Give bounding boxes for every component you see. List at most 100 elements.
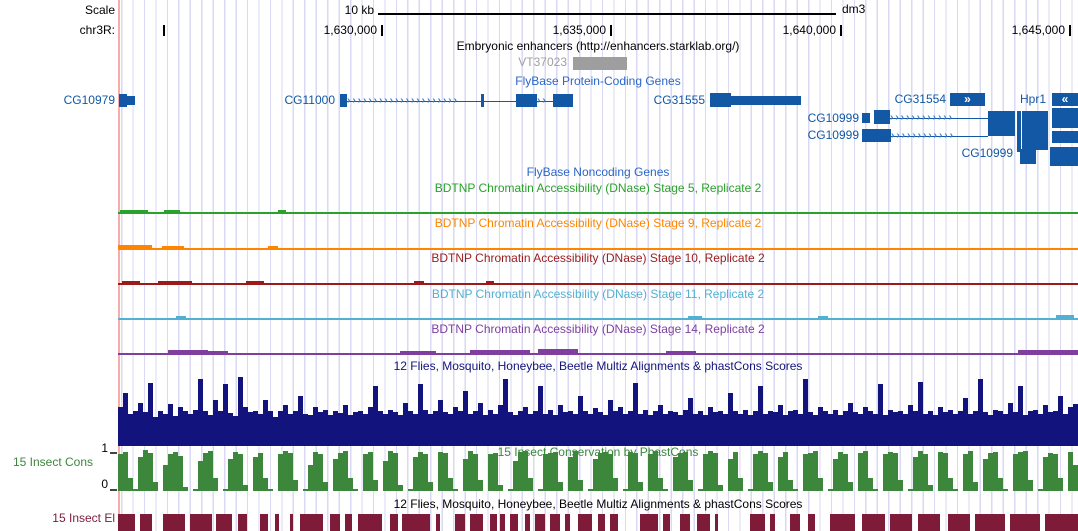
phastcons-bar — [468, 451, 473, 491]
gene-exon-box[interactable] — [1017, 111, 1021, 152]
multiz-bar — [373, 386, 378, 446]
gene-exon-box[interactable] — [874, 110, 890, 124]
multiz-bar — [938, 407, 943, 446]
phastcons-bar — [443, 453, 448, 491]
multiz-bar — [463, 391, 468, 446]
gene-exon-box[interactable] — [119, 94, 127, 107]
conserved-element-block — [510, 514, 518, 531]
phastcons-bar — [873, 489, 878, 491]
multiz-bar — [283, 405, 288, 446]
gene-strand-arrow-box[interactable]: » — [950, 93, 985, 106]
bdtnp-signal-peak — [118, 245, 152, 248]
phastcons-bar — [228, 459, 233, 491]
multiz-bar — [1063, 414, 1068, 446]
phastcons-bar — [123, 452, 128, 491]
phastcons-bar — [1053, 454, 1058, 491]
gene-exon-box[interactable] — [127, 96, 135, 105]
phastcons-bar — [953, 489, 958, 491]
gene-exon-box[interactable] — [731, 96, 801, 105]
multiz-bar — [208, 415, 213, 446]
phastcons-bar — [983, 459, 988, 491]
multiz-bar — [433, 411, 438, 446]
phastcons-bar — [833, 459, 838, 491]
multiz-bar — [613, 411, 618, 446]
multiz-bar — [418, 384, 423, 446]
gene-exon-box[interactable] — [1050, 147, 1078, 166]
multiz-bar — [453, 407, 458, 446]
enhancer-item-label: VT37023 — [518, 55, 567, 69]
phastcons-histogram[interactable] — [118, 448, 1078, 491]
bdtnp-track-title: BDTNP Chromatin Accessibility (DNase) St… — [431, 251, 765, 265]
phastcons-bar — [683, 452, 688, 491]
multiz-bar — [308, 415, 313, 446]
phastcons-bar — [303, 489, 308, 491]
gene-exon-box[interactable] — [1020, 149, 1036, 164]
phastcons-bar — [133, 489, 138, 491]
phastcons-bar — [353, 489, 358, 491]
multiz-bar — [233, 416, 238, 446]
gene-exon-box[interactable] — [553, 94, 573, 107]
multiz-bar — [778, 405, 783, 446]
gene-exon-box[interactable] — [862, 129, 891, 142]
enhancer-item-box[interactable] — [573, 57, 627, 70]
gene-strand-arrow-box[interactable]: « — [1052, 93, 1078, 106]
multiz-bar — [378, 411, 383, 446]
conserved-element-block — [918, 514, 940, 531]
multiz-bar — [288, 414, 293, 446]
multiz-bar — [128, 414, 133, 446]
multiz-bar — [978, 379, 983, 446]
bdtnp-signal-line[interactable] — [118, 248, 1078, 250]
gene-exon-box[interactable] — [988, 111, 1015, 136]
bdtnp-signal-line[interactable] — [118, 283, 1078, 285]
multiz-bar — [563, 412, 568, 446]
conserved-element-block — [750, 514, 765, 531]
phastcons-bar — [598, 453, 603, 491]
multiz-bar — [948, 410, 953, 446]
phastcons-bar — [938, 452, 943, 491]
gene-exon-box[interactable] — [710, 93, 731, 107]
multiz-bar — [503, 379, 508, 446]
phastcons-bar — [213, 478, 218, 491]
multiz-bar — [753, 411, 758, 446]
multiz-bar — [993, 410, 998, 446]
gene-exon-box[interactable] — [862, 113, 870, 123]
multiz-bar — [478, 403, 483, 446]
multiz-bar — [813, 415, 818, 446]
multiz-histogram[interactable] — [118, 376, 1078, 446]
phastcons-bar — [968, 451, 973, 491]
bdtnp-signal-line[interactable] — [118, 212, 1078, 214]
multiz-bar — [423, 410, 428, 446]
multiz-bar — [213, 400, 218, 446]
phastcons-bar — [1068, 452, 1073, 491]
phastcons-bar — [518, 452, 523, 491]
bdtnp-signal-line[interactable] — [118, 353, 1078, 355]
phastcons-bar — [753, 454, 758, 491]
phastcons-bar — [698, 489, 703, 491]
phastcons-bar — [373, 480, 378, 491]
bdtnp-track-title: BDTNP Chromatin Accessibility (DNase) St… — [434, 181, 762, 195]
conserved-element-block — [330, 514, 340, 531]
conserved-element-block — [790, 514, 800, 531]
phastcons-bar — [318, 454, 323, 491]
multiz-bar — [553, 415, 558, 446]
multiz-bar — [603, 415, 608, 446]
phastcons-bar — [1038, 489, 1043, 491]
multiz-bar — [293, 411, 298, 446]
multiz-bar — [178, 407, 183, 446]
phastcons-track-label: 15 Insect Cons — [12, 455, 93, 469]
phastcons-bar — [543, 454, 548, 491]
bdtnp-track-title: BDTNP Chromatin Accessibility (DNase) St… — [431, 287, 765, 301]
multiz-bar — [323, 410, 328, 446]
gene-exon-box[interactable] — [340, 94, 347, 107]
gene-exon-box[interactable] — [516, 94, 537, 107]
phastcons-axis-max: 1 — [101, 441, 108, 455]
gene-exon-box[interactable] — [1052, 108, 1078, 128]
phastcons-bar — [1048, 453, 1053, 491]
phastcons-bar — [153, 482, 158, 491]
phastcons-bar — [203, 453, 208, 491]
bdtnp-signal-peak — [538, 349, 578, 353]
gene-exon-box[interactable] — [1022, 111, 1048, 150]
gene-exon-box[interactable] — [1052, 131, 1078, 143]
scale-label: Scale — [84, 3, 115, 17]
bdtnp-signal-line[interactable] — [118, 318, 1078, 320]
